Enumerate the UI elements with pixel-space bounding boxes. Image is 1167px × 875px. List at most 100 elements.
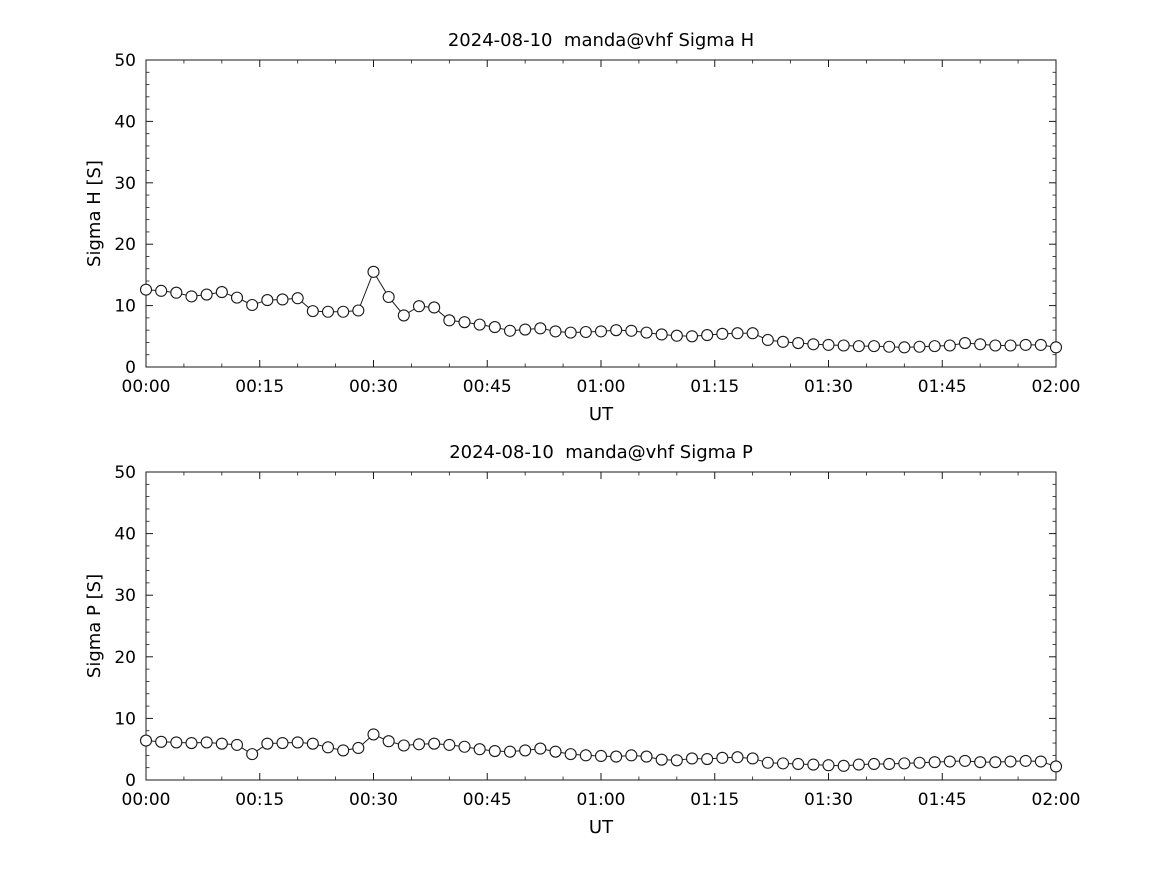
data-point-marker (549, 325, 562, 338)
data-point-marker (701, 753, 714, 766)
y-tick-label: 50 (114, 51, 136, 71)
data-point-marker (443, 314, 456, 327)
data-point-marker (625, 324, 638, 337)
y-tick-label: 0 (125, 771, 136, 791)
data-point-marker (367, 728, 380, 741)
data-point-marker (170, 286, 183, 299)
data-point-marker (716, 751, 729, 764)
x-tick-label: 00:00 (122, 377, 171, 397)
chart-sigma-p: 2024-08-10 manda@vhf Sigma P 0 10 20 30 40 50 0… (84, 442, 1081, 838)
data-point-marker (655, 753, 668, 766)
data-point-marker (200, 736, 213, 749)
data-point-marker (685, 330, 699, 343)
data-point-marker (473, 318, 486, 331)
data-point-marker (776, 757, 790, 770)
data-point-marker (519, 744, 532, 757)
x-tick-label: 01:15 (690, 377, 739, 397)
data-point-marker (200, 288, 213, 301)
data-point-marker (139, 734, 153, 747)
data-point-marker (807, 338, 820, 351)
axis-ticks (145, 471, 1057, 781)
data-point-marker (1004, 339, 1017, 352)
data-point-marker (276, 293, 289, 306)
data-point-marker (852, 340, 865, 353)
data-point-marker (519, 323, 532, 336)
y-tick-label: 0 (125, 358, 136, 378)
data-point-marker (352, 304, 365, 317)
data-point-marker (382, 735, 395, 748)
data-point-marker (913, 756, 926, 769)
x-tick-label: 00:45 (463, 377, 512, 397)
data-point-marker (291, 292, 304, 305)
data-point-marker (246, 298, 259, 312)
data-point-marker (503, 324, 517, 337)
x-tick-label: 01:30 (804, 377, 853, 397)
data-point-marker (321, 305, 335, 318)
x-tick-label: 00:00 (122, 790, 171, 810)
data-point-marker (883, 757, 896, 771)
data-point-marker (488, 744, 501, 758)
data-point-marker (898, 757, 911, 770)
data-point-marker (458, 740, 471, 753)
data-point-marker (155, 284, 168, 297)
data-point-marker (746, 327, 759, 340)
data-point-marker (837, 339, 850, 352)
data-point-marker (443, 738, 456, 751)
data-point-marker (261, 737, 274, 750)
data-point-marker (579, 325, 592, 339)
data-point-marker (321, 741, 335, 754)
y-tick-label: 40 (114, 525, 136, 545)
data-point-marker (807, 758, 820, 771)
data-point-marker (488, 321, 501, 334)
data-point-marker (579, 749, 592, 762)
data-point-marker (594, 749, 608, 763)
y-tick-label: 10 (114, 297, 136, 317)
data-point-marker (397, 739, 410, 752)
x-tick-label: 01:30 (804, 790, 853, 810)
data-point-marker (246, 748, 259, 761)
x-tick-label: 02:00 (1032, 790, 1081, 810)
data-point-marker (989, 339, 1002, 352)
x-tick-label: 01:15 (690, 790, 739, 810)
data-point-marker (1049, 341, 1063, 354)
data-point-marker (276, 736, 289, 750)
x-tick-label: 01:45 (918, 790, 967, 810)
data-point-marker (974, 338, 987, 351)
x-tick-label: 00:30 (349, 377, 398, 397)
data-point-marker (1034, 755, 1047, 768)
data-point-marker (337, 744, 350, 757)
data-point-marker (1019, 338, 1032, 351)
data-point-marker (761, 756, 774, 769)
data-point-marker (943, 755, 956, 768)
y-tick-label: 20 (114, 648, 136, 668)
data-point-marker (958, 754, 972, 767)
data-point-marker (428, 737, 441, 750)
data-point-marker (564, 748, 577, 761)
y-tick-label: 30 (114, 586, 136, 606)
data-point-marker (640, 326, 653, 339)
data-point-marker (1004, 755, 1017, 768)
data-point-marker (989, 756, 1002, 769)
data-point-marker (625, 749, 638, 762)
y-axis-label: Sigma H [S] (84, 160, 105, 267)
x-tick-label: 01:00 (577, 377, 626, 397)
data-point-marker (958, 336, 972, 350)
data-point-marker (943, 339, 956, 352)
data-point-marker (670, 329, 683, 342)
chart-title: 2024-08-10 manda@vhf Sigma P (449, 442, 753, 463)
data-point-marker (458, 316, 471, 329)
data-point-marker (428, 301, 441, 314)
data-point-marker (594, 325, 608, 338)
data-point-marker (701, 329, 714, 342)
chart-title: 2024-08-10 manda@vhf Sigma H (448, 30, 754, 51)
data-point-marker (155, 735, 168, 748)
data-point-marker (139, 283, 153, 296)
data-point-marker (913, 340, 926, 353)
data-point-marker (731, 751, 744, 764)
data-point-marker (230, 291, 244, 304)
data-point-marker (640, 750, 653, 763)
data-point-marker (867, 757, 881, 771)
data-point-marker (306, 737, 319, 750)
data-point-marker (549, 745, 562, 758)
